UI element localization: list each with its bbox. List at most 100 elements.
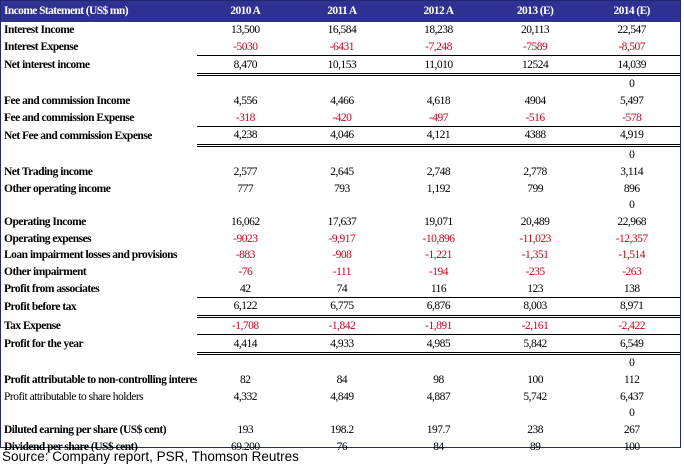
value-cell: -1,891	[390, 316, 487, 336]
row-label	[1, 354, 197, 372]
table-row: Loan impairment losses and provisions -88…	[1, 247, 680, 264]
value-cell: 11,010	[390, 55, 487, 77]
value-cell: 8,971	[583, 297, 680, 318]
value-cell: 2,577	[233, 165, 258, 178]
value-cell: 42	[197, 280, 294, 299]
row-label: Diluted earning per share (US$ cent)	[4, 424, 167, 437]
row-label: Net interest income	[4, 59, 90, 72]
value-cell: 4388	[486, 126, 584, 147]
value-cell: -1,514	[618, 249, 646, 262]
value-cell: 0	[629, 407, 635, 420]
value-cell	[487, 197, 584, 214]
value-cell	[390, 145, 487, 163]
value-cell: 19,071	[424, 215, 453, 228]
value-cell: 6,437	[620, 390, 644, 403]
table-row: Tax Expense -1,708 -1,842 -1,891 -2,161 -2,42…	[1, 316, 680, 336]
value-cell	[294, 197, 391, 214]
row-label: Profit attributable to share holders	[4, 390, 144, 403]
value-cell: 16,584	[327, 24, 357, 37]
value-cell: 777	[237, 182, 254, 195]
table-row: Other impairment -76 -111 -194 -235 -263	[1, 264, 680, 281]
value-cell: 10,153	[293, 55, 391, 77]
value-cell: 123	[486, 280, 584, 299]
row-label: Net Trading income	[4, 165, 93, 178]
value-cell	[197, 197, 294, 214]
value-cell: 793	[334, 182, 350, 195]
value-cell: 4,238	[197, 126, 294, 147]
value-cell: 98	[433, 374, 444, 387]
value-cell: 5,497	[620, 95, 644, 108]
value-cell: 89	[529, 440, 541, 453]
value-cell: -2,422	[583, 316, 680, 336]
value-cell: 76	[336, 440, 348, 453]
value-cell: 4,887	[426, 390, 451, 403]
value-cell: -883	[235, 249, 256, 262]
value-cell: 4,919	[583, 126, 680, 147]
value-cell: 74	[293, 280, 391, 299]
value-cell: 22,547	[617, 24, 646, 37]
table-row: Operating expenses -9023 -9,917 -10,896 -11,…	[1, 230, 680, 247]
value-cell: 896	[623, 182, 640, 195]
header-year: 2012 A	[423, 5, 455, 17]
row-label: Other impairment	[4, 265, 87, 278]
value-cell: 2,645	[330, 165, 354, 178]
header-year: 2013 (E)	[516, 5, 554, 17]
table-row: Fee and commission Income 4,556 4,466 4,618…	[1, 93, 680, 110]
value-cell: 4,985	[390, 334, 487, 356]
value-cell: -10,896	[422, 232, 455, 245]
value-cell: -578	[583, 109, 680, 128]
table-row: Net interest income 8,470 10,153 11,010 1252…	[1, 55, 680, 77]
row-label: Tax Expense	[4, 319, 61, 332]
table-row: Fee and commission Expense -318 -420 -497 -5…	[1, 109, 680, 128]
row-label: Fee and commission Income	[4, 95, 130, 108]
value-cell	[197, 354, 294, 372]
value-cell	[390, 405, 487, 422]
income-statement-table: Income Statement (US$ mn) 2010 A 2011 A …	[1, 1, 680, 455]
value-cell: -8,507	[583, 38, 680, 57]
row-label: Profit from associates	[4, 282, 100, 295]
header-year: 2011 A	[327, 5, 357, 17]
row-label: Net Fee and commission Expense	[4, 129, 152, 142]
value-cell: -76	[238, 265, 253, 278]
table-row: 0	[1, 405, 680, 422]
value-cell	[294, 145, 391, 163]
value-cell: 6,876	[390, 297, 487, 318]
value-cell	[487, 405, 584, 422]
value-cell: -235	[525, 265, 546, 278]
row-label: Dividend per share (US$ cent)	[4, 440, 138, 453]
value-cell	[487, 354, 584, 372]
value-cell: 17,637	[327, 215, 357, 228]
value-cell	[390, 197, 487, 214]
value-cell: -194	[428, 265, 449, 278]
value-cell: 799	[527, 182, 543, 195]
value-cell: 112	[624, 374, 640, 387]
table-row: Interest Income 13,500 16,584 18,238 20,113 2…	[1, 22, 680, 39]
value-cell: 8,003	[486, 297, 584, 318]
value-cell: 193	[237, 424, 254, 437]
value-cell: -263	[622, 265, 642, 278]
value-cell: 4,121	[390, 126, 487, 147]
value-cell: 4,933	[293, 334, 391, 356]
value-cell: 267	[623, 424, 640, 437]
value-cell: 197.7	[426, 424, 451, 437]
header-label: Income Statement (US$ mn)	[4, 5, 129, 17]
value-cell: 6,549	[583, 334, 680, 356]
header-year: 2014 (E)	[613, 5, 650, 17]
table-row: Other operating income 777 793 1,192 799 896	[1, 180, 680, 197]
row-label: Loan impairment losses and provisions	[4, 249, 178, 262]
value-cell: 4904	[524, 95, 546, 108]
row-label	[1, 145, 197, 163]
value-cell: 238	[527, 424, 543, 437]
value-cell: 4,466	[330, 95, 354, 108]
value-cell: -420	[293, 109, 391, 128]
value-cell: -908	[332, 249, 352, 262]
value-cell: -9,917	[328, 232, 356, 245]
table-row: Profit attributable to non-controlling i…	[1, 372, 680, 389]
value-cell	[487, 75, 584, 93]
value-cell: 0	[629, 357, 635, 370]
table-row: Profit before tax 6,122 6,775 6,876 8,003 8,9…	[1, 297, 680, 318]
value-cell: 2,748	[426, 165, 451, 178]
table-row: Dividend per share (US$ cent) 69.200 76 84 8…	[1, 439, 680, 456]
value-cell: 0	[629, 199, 635, 212]
value-cell: 100	[527, 374, 543, 387]
